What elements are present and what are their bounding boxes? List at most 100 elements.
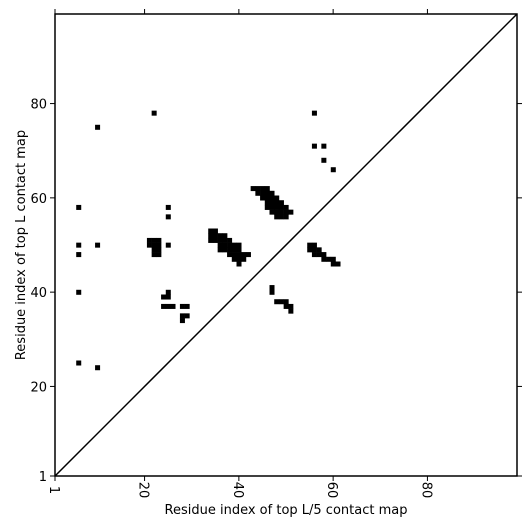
contact-point-upper [264, 195, 270, 201]
contact-point-upper [76, 242, 82, 248]
contact-point-upper [227, 242, 233, 248]
contact-point-upper [76, 204, 82, 210]
x-tick-label: 60 [324, 482, 339, 499]
contact-point-lower [311, 247, 317, 253]
contact-point-lower [236, 252, 242, 258]
contact-point-upper [231, 247, 237, 253]
x-tick-label: 40 [230, 482, 245, 499]
contact-point-lower [241, 256, 247, 262]
contact-point-lower [241, 252, 247, 258]
contact-point-upper [76, 289, 82, 295]
contact-point-upper [179, 318, 185, 324]
contact-point-upper [212, 237, 218, 243]
contact-point-upper [264, 190, 270, 196]
contact-point-upper [227, 247, 233, 253]
contact-point-lower [231, 256, 237, 262]
contact-point-lower [283, 303, 289, 309]
contact-point-upper [146, 237, 152, 243]
contact-point-upper [274, 214, 280, 220]
contact-point-upper [236, 247, 242, 253]
y-tick-label: 60 [30, 192, 47, 207]
contact-point-upper [260, 195, 266, 201]
contact-point-upper [269, 195, 275, 201]
contact-point-upper [269, 204, 275, 210]
contact-point-upper [274, 209, 280, 215]
contact-point-upper [151, 252, 157, 258]
contact-point-upper [179, 313, 185, 319]
contact-point-lower [321, 256, 327, 262]
contact-point-upper [184, 303, 190, 309]
contact-point-lower [307, 242, 313, 248]
contact-point-upper [146, 242, 152, 248]
x-tick-label: 20 [136, 482, 151, 499]
contact-point-upper [269, 200, 275, 206]
contact-point-upper [260, 190, 266, 196]
contact-point-lower [231, 252, 237, 258]
contact-point-upper [208, 233, 214, 239]
x-tick-label: 1 [46, 486, 61, 494]
contact-point-upper [165, 204, 171, 210]
contact-point-upper [264, 186, 270, 192]
contact-point-upper [274, 200, 280, 206]
contact-point-upper [288, 209, 294, 215]
contact-point-upper [95, 124, 101, 130]
contact-point-lower [269, 285, 275, 291]
contact-point-upper [165, 242, 171, 248]
contact-point-upper [255, 190, 261, 196]
contact-point-upper [76, 252, 82, 258]
contact-point-upper [236, 242, 242, 248]
contact-point-lower [288, 303, 294, 309]
contact-point-lower [236, 256, 242, 262]
contact-point-lower [335, 261, 341, 267]
contact-point-lower [227, 252, 233, 258]
contact-point-upper [165, 294, 171, 300]
contact-point-upper [260, 186, 266, 192]
contact-point-upper [222, 242, 228, 248]
y-tick-label: 80 [30, 98, 47, 113]
contact-point-upper [321, 143, 327, 149]
contact-point-upper [283, 214, 289, 220]
contact-point-lower [326, 256, 332, 262]
contact-point-upper [76, 360, 82, 366]
contact-point-upper [278, 214, 284, 220]
contact-point-upper [269, 190, 275, 196]
x-tick-label: 80 [418, 482, 433, 499]
contact-point-upper [274, 195, 280, 201]
contact-point-upper [170, 303, 176, 309]
contact-point-upper [156, 237, 162, 243]
contact-point-upper [330, 167, 336, 173]
contact-point-upper [274, 204, 280, 210]
contact-point-upper [165, 289, 171, 295]
contact-point-upper [217, 242, 223, 248]
contact-point-upper [151, 237, 157, 243]
contact-point-lower [245, 252, 251, 258]
contact-point-lower [307, 247, 313, 253]
contact-point-upper [255, 186, 261, 192]
contact-point-lower [311, 252, 317, 258]
contact-point-upper [222, 237, 228, 243]
contact-point-upper [321, 157, 327, 163]
contact-point-upper [179, 303, 185, 309]
contact-point-upper [151, 247, 157, 253]
contact-point-lower [316, 247, 322, 253]
contact-point-upper [161, 303, 167, 309]
contact-point-upper [217, 237, 223, 243]
contact-point-lower [274, 299, 280, 305]
contact-point-upper [165, 303, 171, 309]
contact-point-upper [184, 313, 190, 319]
contact-point-upper [283, 204, 289, 210]
plot-frame [54, 13, 518, 477]
contact-point-lower [321, 252, 327, 258]
contact-point-upper [156, 247, 162, 253]
contact-point-upper [208, 237, 214, 243]
contact-point-upper [151, 110, 157, 116]
contact-point-upper [227, 237, 233, 243]
contact-point-upper [95, 365, 101, 371]
contact-point-upper [156, 252, 162, 258]
contact-point-upper [278, 209, 284, 215]
contact-point-upper [212, 228, 218, 234]
contact-point-upper [161, 294, 167, 300]
axis-ticks: 1 20 40 60 80 1 20 40 60 80 [30, 9, 522, 498]
contact-point-upper [278, 204, 284, 210]
